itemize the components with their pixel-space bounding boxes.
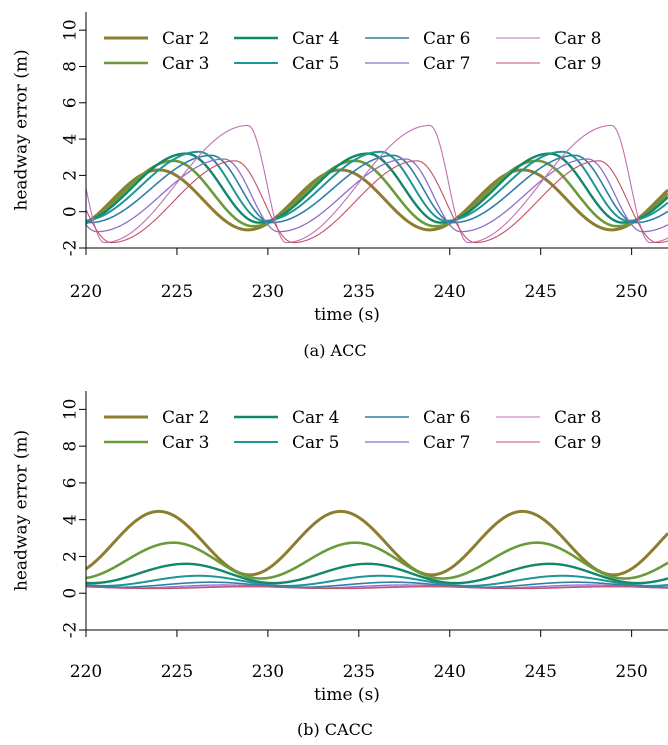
legend-label: Car 3 [162,433,210,453]
x-tick-label: 250 [615,282,647,302]
x-tick-label: 235 [343,282,375,302]
series-line-car-4 [86,564,668,583]
legend: Car 2 Car 3 Car 4 Car 5 Car 6 Car 7 Car 8 Car 9 [104,29,602,74]
legend-label: Car 3 [162,54,210,74]
chart-panel-1: -2 0 2 4 6 8 10 220 225 230 235 240 245 250 time (s) he… [12,12,668,360]
legend-label: Car 4 [292,408,340,428]
legend: Car 2 Car 3 Car 4 Car 5 Car 6 Car 7 Car 8 Car 9 [104,408,602,453]
y-tick-label: 8 [61,61,81,72]
series-line-car-3 [86,543,668,579]
x-axis-title: time (s) [314,685,380,705]
legend-label: Car 6 [423,29,471,49]
legend-label: Car 2 [162,29,210,49]
series-lines [86,511,668,588]
x-tick-label: 250 [615,662,647,682]
legend-label: Car 2 [162,408,210,428]
legend-label: Car 6 [423,408,471,428]
legend-label: Car 8 [554,408,602,428]
x-tick-label: 245 [524,282,556,302]
y-tick-label: -2 [61,240,81,257]
y-tick-label: 6 [61,478,81,489]
y-tick-label: 4 [61,514,81,525]
legend-label: Car 8 [554,29,602,49]
x-tick-label: 240 [434,662,466,682]
legend-label: Car 7 [423,54,471,74]
legend-label: Car 9 [554,54,602,74]
y-tick-label: 8 [61,441,81,452]
x-tick-label: 220 [70,282,102,302]
y-tick-label: 6 [61,97,81,108]
x-tick-label: 235 [343,662,375,682]
y-tick-label: 2 [61,170,81,181]
x-tick-label: 245 [524,662,556,682]
legend-label: Car 4 [292,29,340,49]
y-tick-label: 2 [61,551,81,562]
y-axis-title: headway error (m) [12,430,32,591]
x-tick-label: 225 [161,282,193,302]
x-tick-label: 230 [252,662,284,682]
panel-caption: (b) CACC [297,720,373,739]
legend-label: Car 5 [292,433,340,453]
y-tick-label: -2 [61,622,81,639]
x-tick-label: 225 [161,662,193,682]
panel-caption: (a) ACC [303,341,366,360]
x-tick-label: 240 [434,282,466,302]
x-tick-label: 230 [252,282,284,302]
legend-label: Car 9 [554,433,602,453]
y-tick-label: 10 [61,399,81,421]
x-tick-label: 220 [70,662,102,682]
legend-label: Car 7 [423,433,471,453]
y-tick-label: 4 [61,134,81,145]
y-axis-title: headway error (m) [12,49,32,210]
legend-label: Car 5 [292,54,340,74]
x-axis-title: time (s) [314,305,380,325]
y-tick-label: 0 [61,206,81,217]
y-tick-label: 0 [61,588,81,599]
chart-panel-2: -2 0 2 4 6 8 10 220 225 230 235 240 245 250 time (s) he… [12,391,668,739]
series-lines [86,125,668,242]
y-tick-label: 10 [61,19,81,41]
